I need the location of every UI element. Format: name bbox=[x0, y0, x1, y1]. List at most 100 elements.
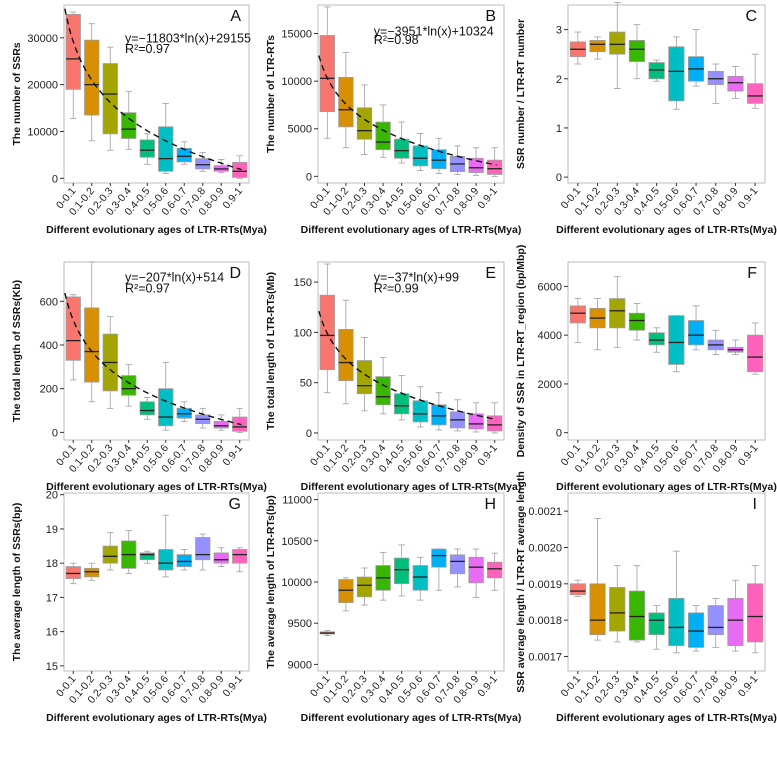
fit-equation: y=−11803*ln(x)+29155 bbox=[125, 31, 251, 45]
y-axis-label: The total length of LTR-RTs(Mb) bbox=[265, 272, 277, 430]
y-tick-label: 0 bbox=[556, 428, 562, 440]
box-0-0.1 bbox=[65, 562, 81, 585]
box-body bbox=[589, 40, 606, 53]
y-tick-label: 0.0020 bbox=[528, 542, 562, 554]
y-tick-label: 15 bbox=[46, 661, 58, 673]
box-0.5-0.6 bbox=[412, 556, 428, 601]
panel-label: C bbox=[745, 8, 757, 25]
box-0.1-0.2 bbox=[589, 298, 606, 351]
panel-g: 151617181920G0-0.10.1-0.20.2-0.30.3-0.40… bbox=[11, 490, 267, 724]
panel-b: 0 5000 10000 15000 y=−3951*ln(x)+10324R²=0.9… bbox=[265, 4, 522, 236]
box-0.7-0.8 bbox=[707, 329, 724, 356]
box-0.3-0.4 bbox=[375, 551, 391, 601]
y-tick-label: 17 bbox=[46, 592, 58, 604]
box-body bbox=[394, 393, 410, 415]
box-0.7-0.8 bbox=[707, 63, 724, 104]
x-tick-label: 0.9-1 bbox=[475, 185, 500, 211]
box-body bbox=[232, 549, 248, 564]
box-body bbox=[319, 35, 335, 113]
y-tick-label: 15000 bbox=[281, 29, 312, 41]
box-0.5-0.6 bbox=[668, 550, 685, 654]
box-0.4-0.5 bbox=[394, 544, 410, 597]
box-body bbox=[628, 590, 646, 641]
box-body bbox=[102, 63, 118, 135]
panel-label: A bbox=[230, 8, 241, 25]
y-tick-label: 0.0018 bbox=[528, 615, 562, 627]
plot-frame bbox=[567, 4, 766, 184]
box-body bbox=[375, 376, 391, 406]
box-0.9-1 bbox=[747, 322, 764, 375]
panel-d: 0200400600y=−207*ln(x)+514R²=0.97D0-0.10… bbox=[11, 261, 267, 493]
box-body bbox=[468, 556, 484, 584]
box-0.9-1 bbox=[747, 53, 764, 109]
y-axis-label: SSR number / LTR-RT number bbox=[515, 19, 527, 169]
box-0.6-0.7 bbox=[687, 305, 705, 351]
y-tick-label: 0 bbox=[556, 172, 562, 184]
y-axis-label: The total length of SSRs(Kb) bbox=[11, 280, 23, 422]
box-0.8-0.9 bbox=[468, 402, 484, 433]
box-body bbox=[668, 46, 685, 102]
y-tick-label: 9500 bbox=[288, 618, 312, 630]
panel-label: H bbox=[484, 496, 496, 513]
box-0.8-0.9 bbox=[468, 548, 484, 599]
x-axis-label: Different evolutionary ages of LTR-RTs(M… bbox=[301, 224, 522, 236]
box-body bbox=[727, 597, 744, 646]
y-tick-label: 0 bbox=[52, 173, 58, 185]
box-body bbox=[356, 107, 373, 140]
box-body bbox=[487, 561, 503, 579]
box-body bbox=[338, 328, 354, 382]
y-tick-label: 200 bbox=[40, 384, 58, 396]
box-0.2-0.3 bbox=[356, 337, 373, 412]
box-body bbox=[431, 548, 447, 568]
box-0-0.1 bbox=[65, 294, 81, 381]
box-body bbox=[468, 413, 484, 430]
panel-label: E bbox=[485, 265, 496, 282]
y-tick-label: 2 bbox=[556, 74, 562, 86]
box-0.1-0.2 bbox=[338, 577, 354, 612]
fit-curve bbox=[64, 292, 242, 426]
box-body bbox=[487, 159, 503, 175]
fit-equation: y=−207*ln(x)+514 bbox=[125, 271, 224, 285]
y-tick-label: 0.0021 bbox=[528, 506, 562, 518]
box-0.2-0.3 bbox=[102, 531, 118, 571]
box-body bbox=[375, 121, 391, 151]
y-tick-label: 6000 bbox=[538, 281, 562, 293]
box-body bbox=[431, 404, 447, 426]
y-tick-label: 150 bbox=[294, 277, 312, 289]
x-tick-label: 0.9-1 bbox=[475, 673, 500, 699]
box-0.8-0.9 bbox=[213, 414, 229, 431]
box-body bbox=[121, 375, 137, 396]
box-0.6-0.7 bbox=[431, 392, 447, 431]
box-0.9-1 bbox=[487, 402, 503, 434]
box-body bbox=[338, 76, 354, 128]
y-tick-label: 0 bbox=[306, 171, 312, 183]
box-body bbox=[232, 161, 248, 178]
box-0.1-0.2 bbox=[338, 299, 354, 405]
box-0.2-0.3 bbox=[102, 46, 118, 151]
box-0.4-0.5 bbox=[394, 121, 410, 164]
box-body bbox=[609, 31, 626, 55]
y-tick-label: 100 bbox=[294, 327, 312, 339]
box-body bbox=[102, 545, 118, 564]
box-0.3-0.4 bbox=[628, 303, 646, 341]
box-body bbox=[176, 554, 192, 567]
box-0.5-0.6 bbox=[668, 315, 685, 373]
plot-frame bbox=[63, 492, 250, 672]
fit-r-squared: R²=0.98 bbox=[374, 33, 419, 47]
x-axis-label: Different evolutionary ages of LTR-RTs(M… bbox=[301, 481, 522, 493]
box-body bbox=[747, 583, 764, 643]
box-0.9-1 bbox=[232, 547, 248, 573]
x-axis-label: Different evolutionary ages of LTR-RTs(M… bbox=[556, 224, 777, 236]
y-axis-label: Density of SSR in LTR-RT_region (bp/Mbp) bbox=[515, 245, 527, 458]
box-body bbox=[747, 83, 764, 104]
box-body bbox=[158, 388, 174, 427]
y-tick-label: 10000 bbox=[281, 76, 312, 88]
panel-label: I bbox=[753, 496, 757, 513]
box-0.5-0.6 bbox=[158, 102, 174, 175]
box-body bbox=[158, 126, 174, 172]
y-tick-label: 50 bbox=[300, 378, 312, 390]
box-body bbox=[487, 415, 503, 432]
